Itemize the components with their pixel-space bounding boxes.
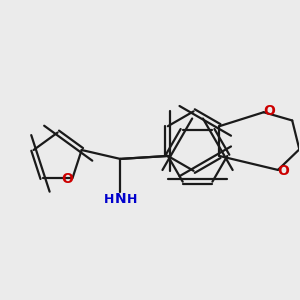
Text: H: H <box>104 193 114 206</box>
Text: O: O <box>61 172 73 186</box>
Text: O: O <box>263 104 275 118</box>
Text: N: N <box>115 192 126 206</box>
Text: O: O <box>277 164 289 178</box>
Text: H: H <box>126 193 137 206</box>
